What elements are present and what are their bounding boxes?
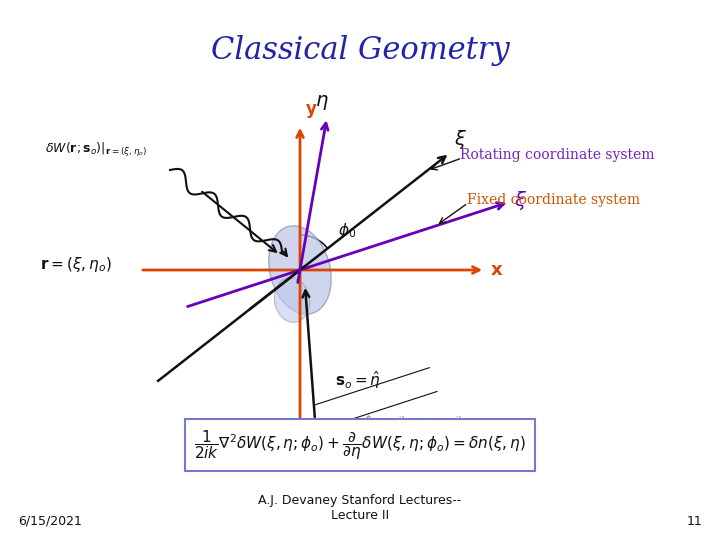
Text: Fixed coordinate system: Fixed coordinate system	[467, 193, 640, 207]
Text: $\delta W(\mathbf{r};\mathbf{s}_o)|_{\mathbf{r}=(\xi,\eta_o)}$: $\delta W(\mathbf{r};\mathbf{s}_o)|_{\ma…	[45, 141, 148, 159]
Text: 11: 11	[686, 515, 702, 528]
Ellipse shape	[274, 278, 310, 322]
Text: Classical Geometry: Classical Geometry	[211, 35, 509, 66]
Text: $\phi_0$: $\phi_0$	[338, 221, 356, 240]
Text: $\eta$: $\eta$	[315, 93, 329, 112]
Ellipse shape	[269, 226, 331, 314]
Text: $\mathbf{y}$: $\mathbf{y}$	[305, 102, 318, 120]
Text: $\xi$: $\xi$	[514, 188, 527, 212]
Text: Rotating coordinate system: Rotating coordinate system	[460, 148, 654, 162]
Text: $\xi$: $\xi$	[454, 128, 467, 151]
Text: $\mathbf{r}{=}(\xi,\eta_o)$: $\mathbf{r}{=}(\xi,\eta_o)$	[40, 255, 112, 274]
Text: $\mathbf{s}_o = \hat{\boldsymbol{\eta}} \Rightarrow e^{ik\mathbf{s}_o \cdot \mat: $\mathbf{s}_o = \hat{\boldsymbol{\eta}} …	[330, 415, 471, 435]
Text: $\mathbf{s}_o = \hat{\eta}$: $\mathbf{s}_o = \hat{\eta}$	[335, 369, 381, 391]
Text: $\mathbf{x}$: $\mathbf{x}$	[490, 261, 503, 279]
Text: 6/15/2021: 6/15/2021	[18, 515, 82, 528]
Text: $\dfrac{1}{2ik}\nabla^2\delta W(\xi,\eta;\phi_o) + \dfrac{\partial}{\partial\eta: $\dfrac{1}{2ik}\nabla^2\delta W(\xi,\eta…	[194, 428, 526, 462]
Text: A.J. Devaney Stanford Lectures--
Lecture II: A.J. Devaney Stanford Lectures-- Lecture…	[258, 494, 462, 522]
